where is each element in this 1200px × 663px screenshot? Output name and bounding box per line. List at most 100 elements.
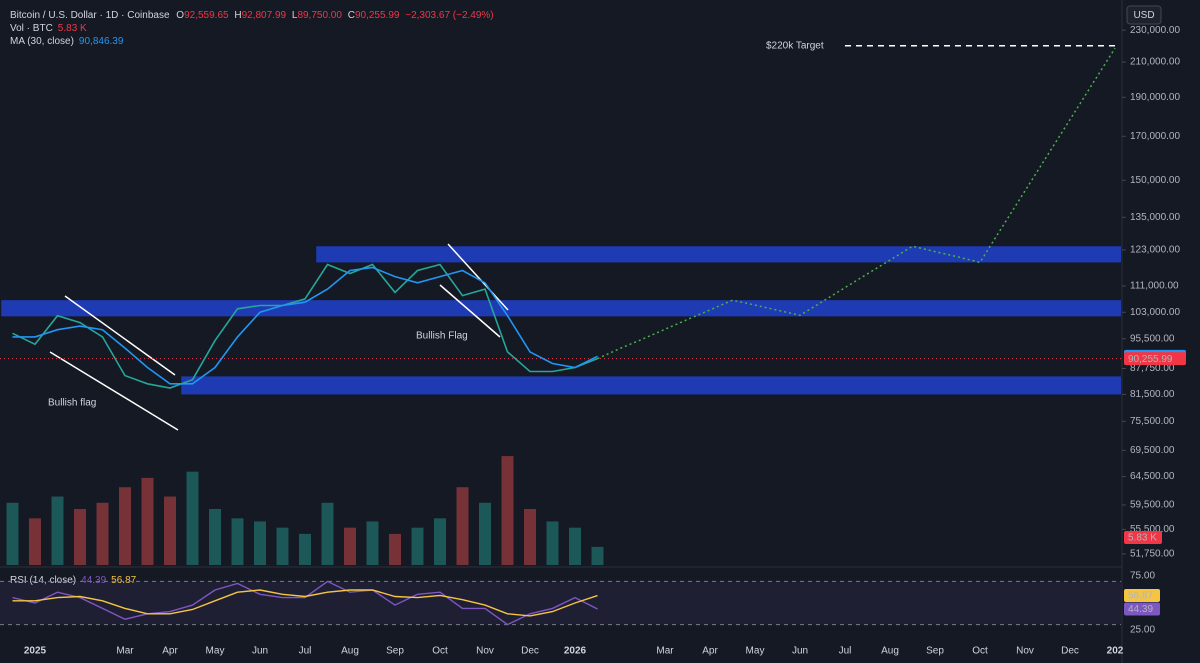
volume-bar bbox=[434, 518, 446, 565]
x-tick-label: Aug bbox=[881, 646, 899, 657]
y-tick-label: 55,500.00 bbox=[1130, 524, 1175, 535]
x-tick-label: Nov bbox=[1016, 646, 1034, 657]
volume-bar bbox=[74, 509, 86, 565]
volume-bar bbox=[209, 509, 221, 565]
y-tick-label: 190,000.00 bbox=[1130, 92, 1180, 103]
volume-legend: Vol · BTC 5.83 K bbox=[10, 23, 87, 34]
ohlc-value: 92,559.65 bbox=[184, 10, 229, 21]
volume-bar bbox=[321, 502, 334, 565]
y-tick-label: 230,000.00 bbox=[1130, 25, 1180, 36]
x-tick-label: May bbox=[746, 646, 765, 657]
volume-bar bbox=[479, 502, 491, 565]
volume-bar bbox=[299, 533, 311, 565]
x-tick-label: Aug bbox=[341, 646, 359, 657]
volume-bar bbox=[569, 527, 581, 565]
ohlc-value: 89,750.00 bbox=[297, 10, 342, 21]
volume-bar bbox=[119, 487, 131, 565]
symbol-text: Bitcoin / U.S. Dollar · 1D · Coinbase bbox=[10, 10, 170, 21]
y-tick-label: 170,000.00 bbox=[1130, 131, 1180, 142]
rsi-value: 44.39 bbox=[81, 575, 106, 586]
price-badge bbox=[1124, 352, 1186, 366]
rsi-badge-text: 44.39 bbox=[1128, 604, 1153, 615]
price-line bbox=[12, 263, 598, 389]
volume-bar bbox=[96, 502, 109, 565]
y-tick-label: 135,000.00 bbox=[1130, 212, 1180, 223]
volume-bar bbox=[6, 502, 19, 565]
x-tick-label: May bbox=[206, 646, 225, 657]
y-tick-label: 95,500.00 bbox=[1130, 333, 1175, 344]
ohlc-key: H bbox=[234, 10, 241, 21]
volume-bar bbox=[231, 518, 244, 565]
rsi-badge bbox=[1124, 602, 1160, 616]
x-tick-label: 202 bbox=[1107, 646, 1124, 657]
price-line bbox=[12, 266, 598, 385]
x-tick-label: Jul bbox=[839, 646, 852, 657]
y-tick-label: 59,500.00 bbox=[1130, 500, 1175, 511]
x-tick-label: Oct bbox=[972, 646, 988, 657]
volume-bar bbox=[254, 521, 266, 565]
symbol: Bitcoin / U.S. Dollar · 1D · Coinbase O9… bbox=[10, 10, 494, 21]
volume-bar bbox=[366, 521, 379, 565]
volume-badge-text: 5.83 K bbox=[1128, 533, 1157, 544]
flag-line bbox=[64, 295, 176, 376]
ma-title: MA (30, close) bbox=[10, 36, 74, 47]
currency[interactable]: USD bbox=[1133, 10, 1154, 21]
rsi-line bbox=[12, 589, 598, 617]
x-tick-label: Dec bbox=[1061, 646, 1079, 657]
target-label: $220k Target bbox=[766, 40, 824, 51]
x-tick-label: Jul bbox=[299, 646, 312, 657]
y-tick-label: 150,000.00 bbox=[1130, 175, 1180, 186]
flag-line bbox=[447, 243, 509, 311]
volume-bar bbox=[141, 477, 154, 565]
y-tick-label: 103,000.00 bbox=[1130, 307, 1180, 318]
volume-bar bbox=[51, 496, 64, 565]
volume-bar bbox=[164, 496, 176, 565]
annotation: Bullish flag bbox=[48, 398, 96, 409]
flag-line bbox=[49, 351, 179, 431]
x-tick-label: 2026 bbox=[564, 646, 587, 657]
zone bbox=[316, 246, 1121, 263]
rsi-badge bbox=[1124, 589, 1160, 603]
volume-bar bbox=[411, 527, 424, 565]
x-tick-label: Apr bbox=[162, 646, 178, 657]
x-tick-label: Apr bbox=[702, 646, 718, 657]
rsi-tick-label: 25.00 bbox=[1130, 625, 1155, 636]
flag-line bbox=[439, 284, 501, 338]
y-tick-label: 81,500.00 bbox=[1130, 389, 1175, 400]
legend: Bitcoin / U.S. Dollar · 1D · Coinbase O9… bbox=[10, 10, 494, 47]
x-tick-label: Dec bbox=[521, 646, 539, 657]
rsi-line bbox=[12, 580, 598, 626]
flag-lines bbox=[49, 243, 509, 431]
y-tick-label: 51,750.00 bbox=[1130, 549, 1175, 560]
currency-badge[interactable] bbox=[1126, 5, 1162, 25]
ohlc-key: C bbox=[348, 10, 355, 21]
volume-bar bbox=[501, 456, 514, 565]
volume-bar bbox=[344, 527, 356, 565]
zone bbox=[181, 376, 1121, 395]
volume-value: 5.83 K bbox=[58, 23, 87, 34]
zone bbox=[1, 300, 1121, 317]
ma-legend: MA (30, close) 90,846.39 bbox=[10, 36, 124, 47]
x-tick-label: 2025 bbox=[24, 646, 47, 657]
ohlc-key: L bbox=[292, 10, 298, 21]
volume-bar bbox=[276, 527, 289, 565]
y-tick-label: 75,500.00 bbox=[1130, 416, 1175, 427]
y-tick-label: 69,500.00 bbox=[1130, 445, 1175, 456]
volume-bar bbox=[524, 509, 536, 565]
x-tick-label: Jun bbox=[792, 646, 808, 657]
x-tick-label: Nov bbox=[476, 646, 494, 657]
volume-bar bbox=[591, 546, 604, 565]
volume-bar bbox=[29, 518, 41, 565]
y-tick-label: 64,500.00 bbox=[1130, 471, 1175, 482]
x-tick-label: Oct bbox=[432, 646, 448, 657]
volume-badge bbox=[1124, 531, 1162, 544]
volume-bar bbox=[186, 471, 199, 565]
rsi-tick-label: 75.00 bbox=[1130, 571, 1155, 582]
volume-title: Vol · BTC bbox=[10, 23, 53, 34]
ohlc-value: 92,807.99 bbox=[242, 10, 287, 21]
y-tick-label: 111,000.00 bbox=[1130, 281, 1179, 292]
rsi-title: RSI (14, close) bbox=[10, 575, 76, 586]
annotation: Bullish Flag bbox=[416, 331, 468, 342]
rsi-band bbox=[0, 581, 1121, 625]
